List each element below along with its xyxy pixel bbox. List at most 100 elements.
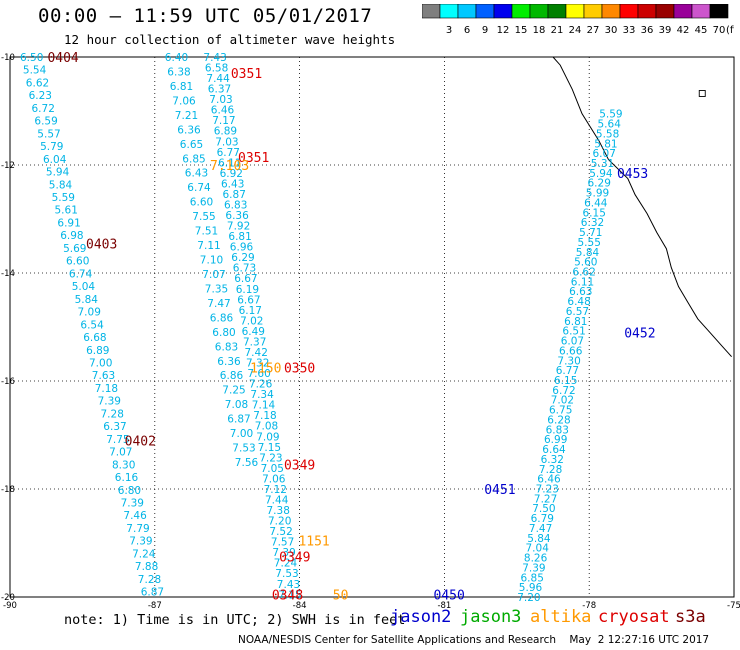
wave-height-value: 7.27 — [534, 493, 557, 505]
wave-height-value: 6.80 — [118, 485, 141, 497]
wave-height-value: 7.05 — [261, 463, 284, 475]
wave-height-value: 6.83 — [215, 341, 238, 353]
wave-height-value: 7.39 — [272, 547, 295, 559]
wave-height-value: 7.50 — [532, 503, 555, 515]
wave-height-value: 6.60 — [190, 197, 213, 209]
wave-height-value: 6.67 — [234, 273, 257, 285]
wave-height-value: 7.30 — [557, 355, 580, 367]
wave-height-value: 6.54 — [80, 319, 104, 331]
legend-s3a: s3a — [675, 607, 706, 627]
wave-height-value: 5.61 — [55, 205, 78, 217]
wave-height-value: 6.36 — [177, 124, 201, 136]
wave-height-value: 6.58 — [205, 63, 228, 75]
wave-height-value: 7.06 — [262, 473, 286, 485]
wave-height-value: 5.69 — [63, 243, 86, 255]
wave-height-value: 6.44 — [584, 198, 608, 210]
wave-height-value: 6.66 — [559, 345, 583, 357]
wave-height-value: 7.56 — [235, 457, 259, 469]
wave-height-value: 7.17 — [212, 115, 235, 127]
track-time-label: 0350 — [284, 362, 315, 377]
color-tick-label: 6 — [464, 25, 470, 36]
wave-height-value: 7.38 — [267, 505, 290, 517]
color-unit-label: (ft) — [726, 25, 734, 36]
wave-height-value: 7.07 — [109, 447, 132, 459]
wave-height-value: 6.87 — [141, 587, 164, 599]
wave-height-value: 6.29 — [231, 252, 254, 264]
lon-tick-label: -78 — [582, 601, 596, 611]
track-time-label: 0453 — [617, 167, 648, 182]
wave-height-value: 5.84 — [576, 247, 600, 259]
color-tick-label: 42 — [677, 25, 690, 36]
wave-height-value: 6.86 — [210, 312, 234, 324]
wave-height-value: 6.85 — [182, 153, 205, 165]
wave-height-value: 5.60 — [574, 257, 597, 269]
wave-height-value: 6.59 — [34, 116, 57, 128]
wave-height-value: 5.58 — [596, 128, 619, 140]
wave-height-value: 6.81 — [228, 231, 251, 243]
wave-height-value: 6.32 — [581, 217, 604, 229]
wave-height-value: 7.52 — [269, 526, 292, 538]
wave-height-value: 6.16 — [115, 472, 139, 484]
wave-height-value: 7.24 — [274, 558, 298, 570]
lon-tick-label: -75 — [727, 601, 740, 611]
wave-height-value: 6.62 — [572, 267, 595, 279]
wave-height-value: 6.65 — [180, 139, 203, 151]
wave-height-value: 6.87 — [223, 189, 246, 201]
lat-tick-label: -18 — [1, 485, 15, 495]
wave-height-value: 7.28 — [138, 574, 161, 586]
wave-height-value: 5.81 — [594, 138, 617, 150]
lon-tick-label: -90 — [3, 601, 17, 611]
wave-height-value: 7.10 — [200, 255, 223, 267]
wave-height-value: 7.26 — [249, 379, 273, 391]
wave-height-value: 5.84 — [49, 179, 73, 191]
wave-height-value: 7.53 — [232, 443, 255, 455]
wave-height-value: 6.23 — [29, 90, 52, 102]
legend-cryosat: cryosat — [598, 607, 670, 627]
footer-note: note: 1) Time is in UTC; 2) SWH is in fe… — [64, 612, 406, 628]
wave-height-value: 7.39 — [522, 562, 545, 574]
lon-tick-label: -84 — [293, 601, 307, 611]
wave-height-value: 7.14 — [252, 400, 276, 412]
wave-height-value: 6.72 — [552, 385, 575, 397]
wave-height-value: 6.62 — [26, 78, 49, 90]
wave-height-value: 7.02 — [240, 315, 263, 327]
color-tick-label: 24 — [569, 25, 582, 36]
wave-height-value: 6.17 — [239, 305, 262, 317]
wave-height-value: 6.11 — [218, 157, 241, 169]
lat-tick-label: -16 — [1, 377, 15, 387]
wave-height-value: 7.39 — [129, 536, 152, 548]
wave-height-value: 6.81 — [564, 316, 587, 328]
wave-height-value: 6.89 — [214, 126, 237, 138]
wave-height-value: 6.38 — [167, 67, 190, 79]
wave-height-value: 7.15 — [258, 442, 281, 454]
wave-height-value: 7.44 — [265, 495, 289, 507]
wave-height-value: 7.34 — [250, 389, 274, 401]
wave-height-value: 6.46 — [211, 105, 235, 117]
credit-line: NOAA/NESDIS Center for Satellite Applica… — [238, 634, 710, 646]
wave-height-map: -90 -87 -84 -81 -78 -75 -10 -12 -14 -16 -18 -20 6.50… — [1, 51, 740, 611]
wave-height-value: 7.07 — [202, 269, 225, 281]
wave-height-value: 6.74 — [69, 268, 93, 280]
color-tick-label: 70 — [713, 25, 726, 36]
wave-height-value: 7.06 — [172, 95, 196, 107]
wave-height-value: 5.99 — [586, 188, 609, 200]
wave-height-value: 6.75 — [549, 405, 572, 417]
wave-height-value: 7.92 — [227, 221, 250, 233]
wave-height-value: 7.44 — [206, 73, 230, 85]
wave-height-value: 7.09 — [256, 431, 279, 443]
wave-height-value: 7.00 — [230, 428, 253, 440]
wave-height-value: 7.39 — [121, 498, 144, 510]
wave-height-value: 7.39 — [98, 396, 121, 408]
wave-height-value: 7.28 — [101, 408, 124, 420]
wave-height-value: 6.37 — [103, 421, 126, 433]
wave-height-value: 5.96 — [519, 582, 543, 594]
wave-height-value: 6.40 — [165, 52, 188, 64]
wave-height-value: 5.55 — [578, 237, 601, 249]
wave-height-value: 6.48 — [567, 296, 590, 308]
wave-height-value: 5.54 — [23, 65, 47, 77]
wave-height-value: 7.20 — [268, 516, 291, 528]
wave-height-value: 5.04 — [72, 281, 96, 293]
coastline — [552, 56, 732, 358]
track-time-label: 0348 — [272, 588, 303, 603]
